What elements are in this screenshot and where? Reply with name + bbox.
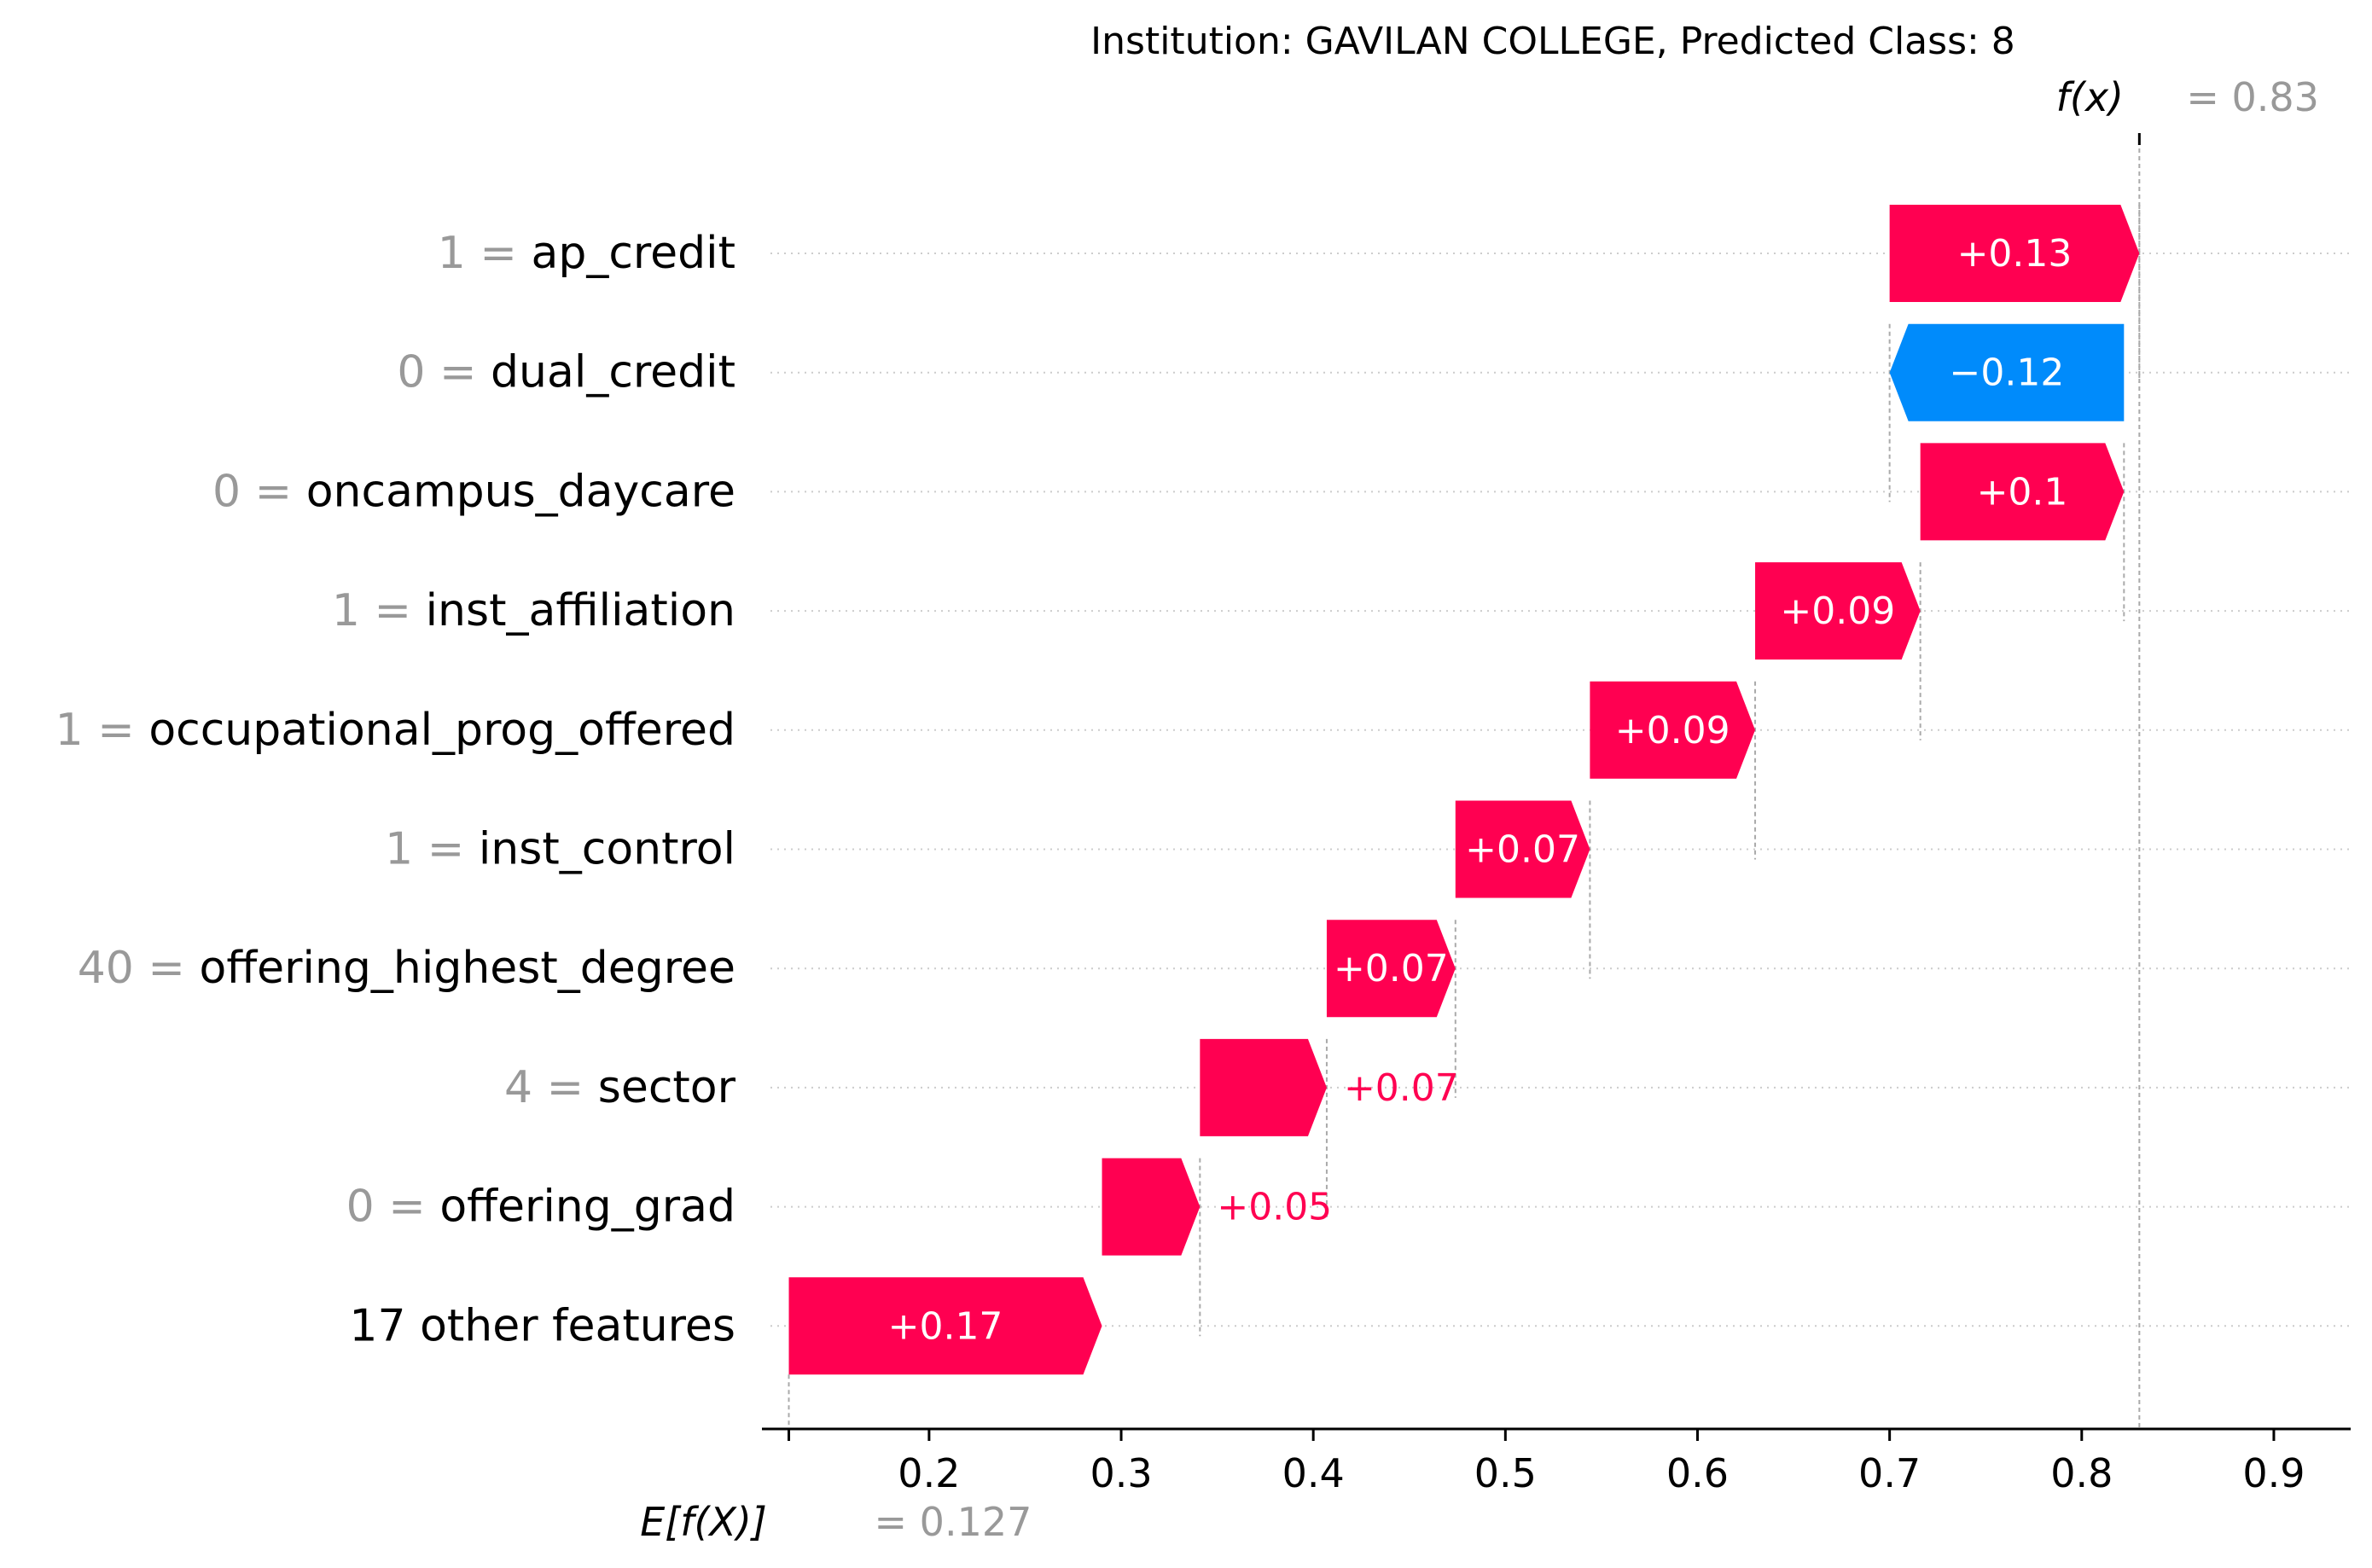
feature-name: ap_credit bbox=[531, 228, 735, 279]
feature-label: 0 = offering_grad bbox=[346, 1182, 735, 1233]
feature-label: 1 = inst_affiliation bbox=[332, 585, 735, 636]
bar-dual-credit bbox=[1889, 323, 2125, 421]
bar-value-label: +0.05 bbox=[1217, 1186, 1332, 1229]
feature-value: 1 = bbox=[55, 705, 149, 756]
feature-name: occupational_prog_offered bbox=[148, 705, 735, 756]
feature-value: 40 = bbox=[78, 943, 200, 994]
x-tick-label: 0.6 bbox=[1666, 1450, 1729, 1496]
bar-17-other-features bbox=[788, 1277, 1102, 1375]
bar-sector bbox=[1200, 1038, 1327, 1136]
x-axis: 0.2 0.3 0.4 0.5 0.6 0.7 0.8 0.9 bbox=[762, 1427, 2351, 1496]
feature-name: oncampus_daycare bbox=[306, 466, 735, 517]
fx-annotation: f(x) = 0.83 bbox=[2056, 74, 2319, 145]
bar-value-label: +0.09 bbox=[1780, 589, 1895, 633]
feature-name: offering_grad bbox=[439, 1182, 735, 1233]
expected-label: E[f(X)] bbox=[640, 1499, 767, 1545]
bar-value-label: +0.07 bbox=[1344, 1066, 1459, 1110]
feature-label: 1 = inst_control bbox=[385, 824, 735, 875]
chart-title: Institution: GAVILAN COLLEGE, Predicted … bbox=[1090, 20, 2015, 63]
bar-inst-control bbox=[1455, 800, 1590, 898]
feature-label: 0 = oncampus_daycare bbox=[212, 466, 735, 517]
feature-value: 0 = bbox=[397, 347, 491, 398]
fx-value: = 0.83 bbox=[2186, 74, 2319, 120]
expected-value: = 0.127 bbox=[875, 1499, 1032, 1545]
feature-name: dual_credit bbox=[491, 347, 735, 398]
bar-value-label: +0.07 bbox=[1465, 828, 1580, 872]
feature-name: offering_highest_degree bbox=[200, 943, 736, 994]
feature-label: 1 = ap_credit bbox=[438, 228, 735, 279]
bar-value-label: +0.17 bbox=[888, 1304, 1003, 1348]
bar-offering-highest-degree bbox=[1326, 920, 1456, 1018]
feature-label: 0 = dual_credit bbox=[397, 347, 735, 398]
bar-value-label: +0.1 bbox=[1977, 470, 2068, 514]
feature-label: 17 other features bbox=[349, 1300, 735, 1351]
bar-ap-credit bbox=[1889, 205, 2140, 302]
bar-value-label: −0.12 bbox=[1950, 351, 2065, 395]
bar-value-label: +0.13 bbox=[1957, 232, 2073, 276]
feature-value: 0 = bbox=[212, 466, 306, 517]
feature-label: 1 = occupational_prog_offered bbox=[55, 705, 735, 756]
x-tick-label: 0.3 bbox=[1090, 1450, 1152, 1496]
x-tick-label: 0.7 bbox=[1858, 1450, 1921, 1496]
connector-lines bbox=[788, 133, 2141, 1429]
x-tick-label: 0.4 bbox=[1282, 1450, 1345, 1496]
bar-value-label: +0.07 bbox=[1334, 947, 1449, 990]
fx-label: f(x) bbox=[2056, 74, 2124, 120]
x-tick-label: 0.2 bbox=[898, 1450, 960, 1496]
bar-offering-grad bbox=[1102, 1158, 1201, 1256]
feature-value: 4 = bbox=[504, 1062, 598, 1113]
bar-occupational-prog-offered bbox=[1590, 681, 1756, 779]
bars-layer: +0.13 −0.12 +0.1 +0.09 +0.09 +0.07 +0.07 +0.07 +… bbox=[788, 205, 2140, 1375]
feature-value: 1 = bbox=[385, 824, 479, 875]
feature-value: 0 = bbox=[346, 1182, 440, 1233]
feature-value: 1 = bbox=[332, 585, 426, 636]
feature-name: inst_control bbox=[479, 824, 735, 875]
x-tick-label: 0.8 bbox=[2050, 1450, 2113, 1496]
x-tick-label: 0.5 bbox=[1474, 1450, 1537, 1496]
feature-name: inst_affiliation bbox=[426, 585, 735, 636]
bar-value-label: +0.09 bbox=[1615, 709, 1730, 752]
bar-inst-affiliation bbox=[1755, 562, 1921, 660]
expected-value-annotation: E[f(X)] = 0.127 bbox=[640, 1499, 1032, 1545]
feature-label: 40 = offering_highest_degree bbox=[78, 943, 735, 994]
feature-name: 17 other features bbox=[349, 1300, 735, 1351]
feature-label: 4 = sector bbox=[504, 1062, 736, 1113]
bar-oncampus-daycare bbox=[1920, 443, 2125, 541]
x-tick-label: 0.9 bbox=[2242, 1450, 2305, 1496]
feature-value: 1 = bbox=[438, 228, 532, 279]
feature-name: sector bbox=[598, 1062, 736, 1113]
